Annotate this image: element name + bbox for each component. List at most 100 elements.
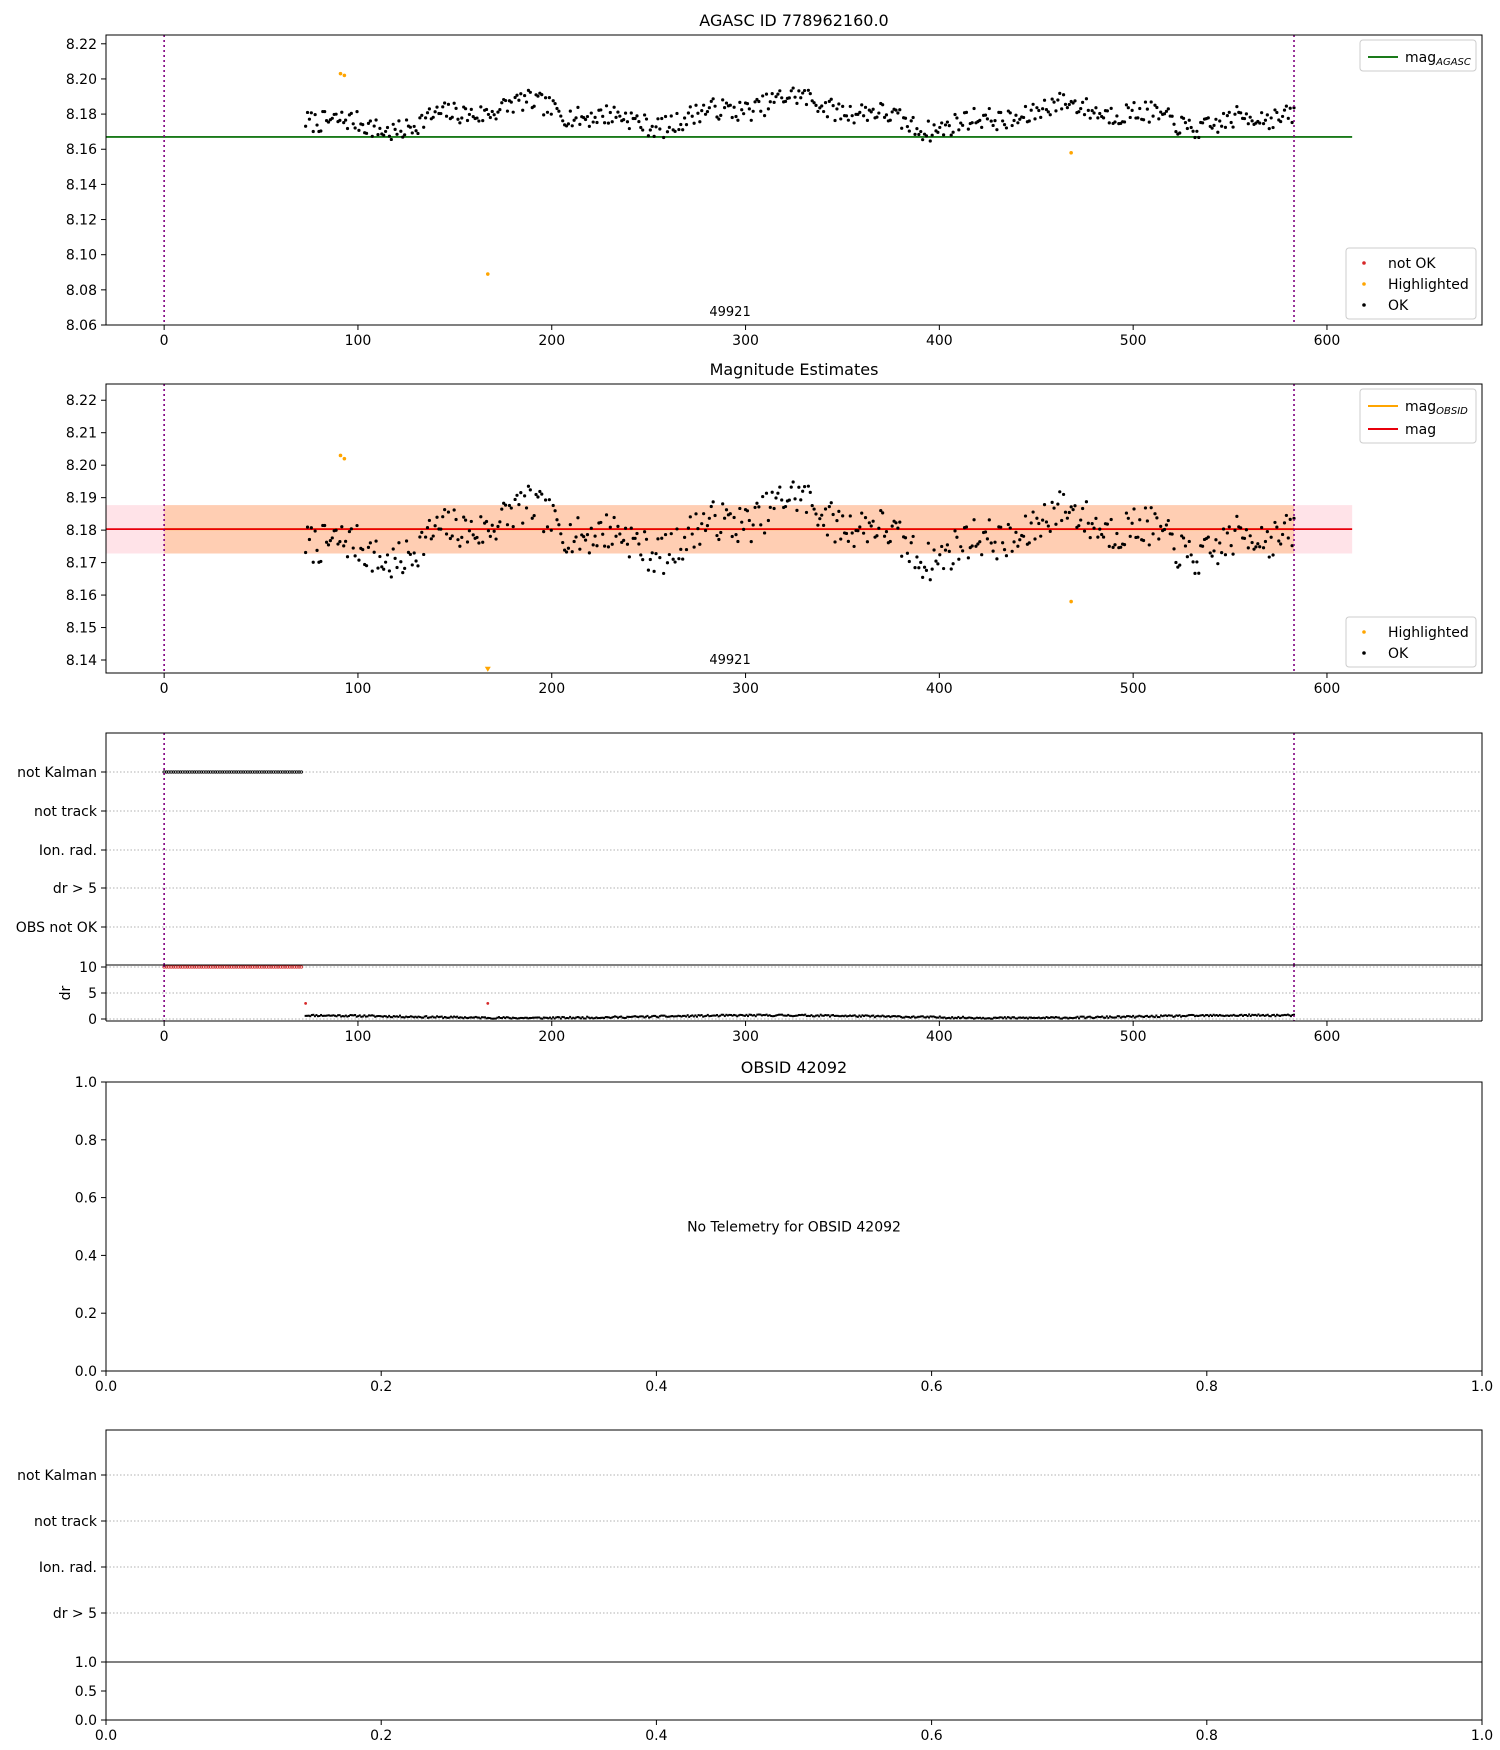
data-point-ok — [431, 534, 435, 538]
dr-point-ok — [518, 1017, 521, 1020]
data-point-ok — [934, 559, 938, 563]
data-point-ok — [1037, 521, 1041, 526]
dr-point-ok — [912, 1015, 915, 1018]
dr-point-ok — [926, 1015, 929, 1018]
dr-point-ok — [617, 1016, 620, 1019]
data-point-ok — [959, 121, 963, 125]
data-point-ok — [705, 110, 710, 114]
data-point-ok — [713, 513, 717, 518]
data-point-ok — [599, 520, 603, 525]
data-point-ok — [521, 521, 525, 525]
dr-point-ok — [1218, 1013, 1221, 1016]
data-point-ok — [1002, 123, 1007, 127]
dr-point-ok — [842, 1015, 845, 1018]
data-point-ok — [454, 517, 458, 522]
dr-point-ok — [1183, 1014, 1186, 1017]
x-tick-label: 0.2 — [370, 1379, 392, 1395]
data-point-ok — [1067, 510, 1071, 515]
dr-point-ok — [1113, 1016, 1116, 1019]
dr-point-ok — [825, 1014, 828, 1017]
data-point-ok — [1132, 507, 1136, 511]
data-point-ok — [776, 92, 780, 96]
dr-point-ok — [420, 1016, 423, 1019]
data-point-ok — [1033, 117, 1037, 121]
dr-point-ok — [1127, 1015, 1130, 1018]
data-point-ok — [340, 525, 344, 529]
data-point-ok — [940, 544, 944, 549]
data-point-ok — [490, 109, 494, 114]
dr-point-ok — [391, 1016, 394, 1019]
dr-point-ok — [355, 1015, 358, 1018]
data-point-ok — [500, 507, 504, 511]
dr-point-ok — [802, 1014, 805, 1017]
data-point-ok — [528, 488, 532, 492]
dr-point-ok — [790, 1014, 793, 1017]
y-tick-label: 0.2 — [75, 1306, 97, 1322]
data-point-ok — [1216, 562, 1220, 566]
y-tick-label: 0.8 — [75, 1133, 97, 1149]
dr-point-ok — [875, 1015, 878, 1018]
data-point-ok — [433, 110, 437, 114]
dr-point-ok — [323, 1014, 326, 1017]
data-point-ok — [526, 484, 531, 488]
x-tick-label: 300 — [732, 333, 759, 349]
dr-point-ok — [349, 1014, 352, 1017]
dr-axis-label: dr — [58, 985, 74, 1000]
data-point-ok — [505, 109, 510, 113]
dr-point-ok — [989, 1017, 992, 1020]
dr-point-ok — [385, 1015, 388, 1018]
data-point-ok — [443, 508, 447, 512]
dr-point-ok — [378, 1015, 381, 1018]
dr-point-ok — [643, 1016, 646, 1019]
dr-point-ok — [1255, 1014, 1258, 1017]
data-point-ok — [576, 516, 580, 520]
data-point-ok — [924, 134, 929, 138]
dr-point-ok — [819, 1013, 822, 1016]
data-point-ok — [481, 119, 485, 123]
dr-point-ok — [1009, 1017, 1012, 1020]
dr-point-ok — [357, 1015, 360, 1018]
y-tick-label: 1.0 — [75, 1075, 97, 1091]
data-point-ok — [652, 569, 656, 573]
dr-point-ok — [859, 1015, 862, 1018]
data-point-ok — [408, 552, 412, 556]
data-point-ok — [894, 108, 898, 112]
data-point-ok — [1225, 531, 1229, 535]
dr-point-ok — [754, 1015, 757, 1018]
dr-point-ok — [838, 1015, 841, 1018]
dr-point-ok — [337, 1014, 340, 1017]
flag-row-label: not track — [34, 804, 98, 820]
dr-point-ok — [1249, 1015, 1252, 1018]
dr-point-ok — [394, 1015, 397, 1018]
data-point-ok — [420, 530, 424, 534]
data-point-ok — [863, 105, 868, 109]
data-point-ok — [1002, 548, 1007, 552]
dr-point-ok — [801, 1013, 804, 1016]
data-point-ok — [536, 495, 540, 499]
dr-point-ok — [612, 1015, 615, 1018]
data-point-ok — [557, 109, 561, 113]
data-point-ok — [911, 534, 915, 539]
data-point-ok — [682, 116, 687, 120]
data-point-ok — [882, 115, 887, 119]
data-point-ok — [755, 97, 759, 102]
data-point-ok — [433, 524, 437, 528]
data-point-ok — [524, 100, 529, 104]
dr-point-ok — [985, 1017, 988, 1020]
dr-point-ok — [508, 1017, 511, 1020]
dr-point-ok — [856, 1015, 859, 1018]
dr-point-ok — [352, 1014, 355, 1017]
data-point-ok — [595, 120, 599, 125]
data-point-ok — [1172, 122, 1176, 126]
data-point-ok — [566, 546, 571, 550]
data-point-ok — [540, 492, 544, 496]
x-tick-label: 0 — [160, 681, 169, 697]
dr-point-ok — [1088, 1015, 1091, 1018]
dr-point-ok — [972, 1017, 975, 1020]
data-point-ok — [837, 102, 841, 106]
dr-point-ok — [374, 1015, 377, 1018]
dr-point-ok — [610, 1016, 613, 1019]
dr-point-ok — [1068, 1016, 1071, 1019]
data-point-ok — [989, 119, 993, 123]
